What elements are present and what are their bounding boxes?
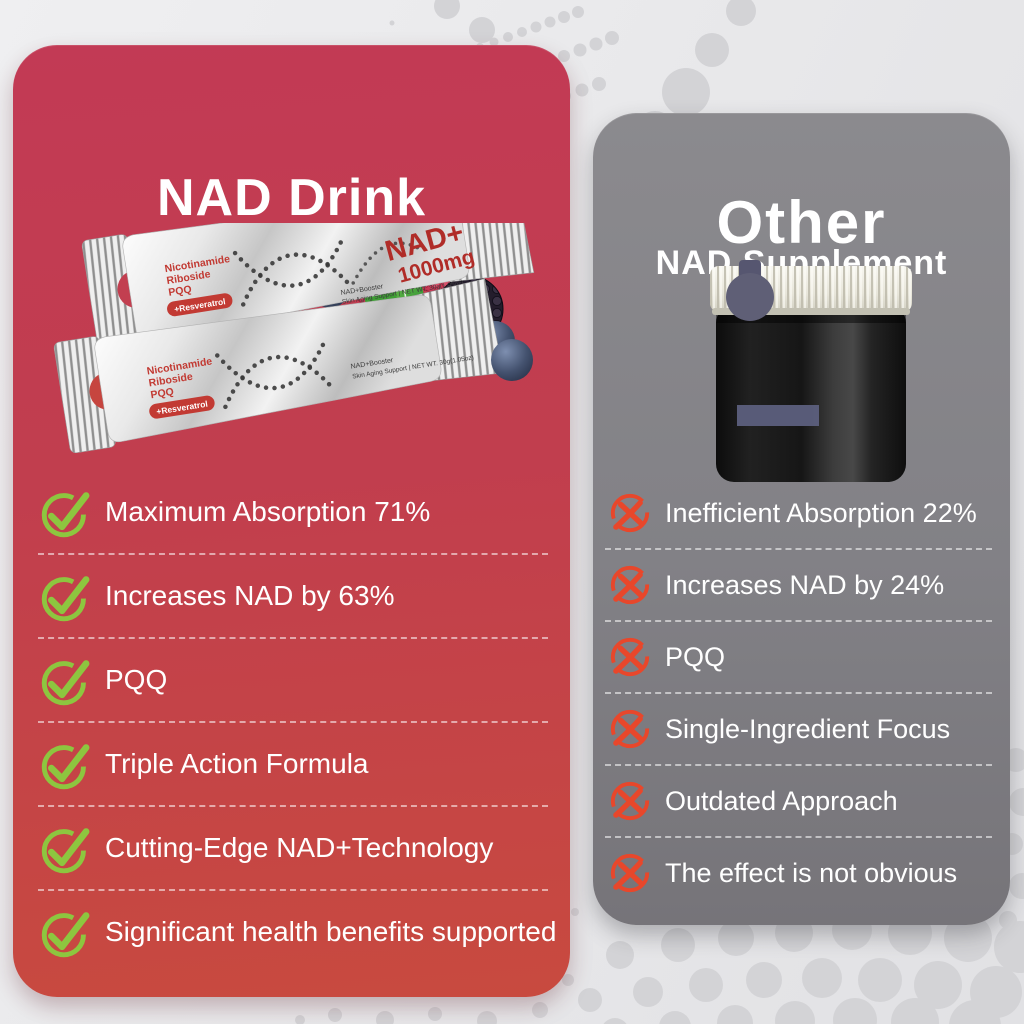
blueberry-front	[491, 339, 533, 381]
benefit-row: Cutting-Edge NAD+Technology	[38, 807, 548, 891]
other-supplement-panel: Other NAD Supplement	[593, 113, 1010, 925]
drawback-row: Increases NAD by 24%	[605, 550, 992, 622]
sachet-small-print-1: NAD+Booster	[340, 283, 384, 297]
benefit-text: Cutting-Edge NAD+Technology	[105, 832, 494, 863]
sachet-ingredient-line2: Riboside	[166, 268, 212, 287]
sachet2-resveratrol-badge: +Resveratrol	[156, 399, 209, 417]
sachet2-ingredient-line1: Nicotinamide	[146, 355, 213, 377]
jar-product-image	[710, 260, 912, 482]
benefit-text: Triple Action Formula	[105, 748, 369, 779]
right-panel-subtitle: NAD Supplement	[655, 244, 948, 282]
check-icon	[41, 743, 90, 789]
left-panel-title: NAD Drink	[156, 168, 427, 227]
sachet2-small-print-2: Skin Aging Support | NET WT. 30g(1.05oz)	[352, 354, 475, 380]
benefit-text: Maximum Absorption 71%	[105, 496, 431, 527]
benefit-text: PQQ	[105, 664, 168, 695]
cross-icon	[610, 493, 650, 533]
jar-label-band	[737, 405, 819, 426]
check-icon	[41, 827, 90, 873]
benefit-row: Triple Action Formula	[38, 723, 548, 807]
benefit-row: Significant health benefits supported	[38, 891, 556, 973]
benefit-row: Maximum Absorption 71%	[38, 471, 548, 555]
cross-icon	[610, 853, 650, 893]
nad-drink-panel: NAD Drink	[13, 45, 570, 997]
benefit-row: Increases NAD by 63%	[38, 555, 548, 639]
sachet-resveratrol-badge: +Resveratrol	[173, 296, 226, 314]
sachet2-ingredient-line2: Riboside	[148, 371, 194, 390]
check-icon	[41, 911, 90, 957]
drawback-text: PQQ	[665, 641, 726, 672]
sachet-ingredient-line1: Nicotinamide	[164, 253, 231, 275]
sachet-small-print-2: Skin Aging Support | NET WT. 30g(1.05oz)	[342, 280, 465, 306]
drawback-text: Inefficient Absorption 22%	[665, 497, 977, 528]
berries-cluster	[311, 229, 515, 361]
sachet-lower: Nicotinamide Riboside PQQ +Resveratrol N…	[53, 278, 504, 454]
benefit-row: PQQ	[38, 639, 548, 723]
drawbacks-list: Inefficient Absorption 22% Increases NAD…	[605, 478, 992, 908]
sachet-ingredient-line3: PQQ	[168, 283, 193, 299]
cross-icon	[610, 565, 650, 605]
sachet-upper: Nicotinamide Riboside PQQ +Resveratrol N…	[81, 223, 535, 352]
cross-icon	[610, 637, 650, 677]
drawback-row: Single-Ingredient Focus	[605, 694, 992, 766]
drawback-row: The effect is not obvious	[605, 838, 992, 908]
drawback-text: Increases NAD by 24%	[665, 569, 945, 600]
right-panel-title: Other	[716, 188, 887, 256]
sachet2-small-print-1: NAD+Booster	[350, 357, 394, 371]
check-icon	[41, 491, 90, 537]
benefit-text: Significant health benefits supported	[105, 916, 557, 947]
drawback-row: Inefficient Absorption 22%	[605, 478, 992, 550]
sachet-dose-label: 1000mg	[396, 245, 478, 287]
sachet-nad-label: NAD+	[382, 223, 467, 268]
check-icon	[41, 575, 90, 621]
drawback-text: Outdated Approach	[665, 785, 898, 816]
sachet-product-image: Nicotinamide Riboside PQQ +Resveratrol N…	[53, 223, 535, 454]
benefit-text: Increases NAD by 63%	[105, 580, 395, 611]
drawback-text: Single-Ingredient Focus	[665, 713, 951, 744]
benefits-list: Maximum Absorption 71% Increases NAD by …	[38, 471, 556, 973]
drawback-row: Outdated Approach	[605, 766, 992, 838]
drawback-text: The effect is not obvious	[665, 857, 958, 888]
cross-icon	[610, 709, 650, 749]
cross-icon	[610, 781, 650, 821]
drawback-row: PQQ	[605, 622, 992, 694]
check-icon	[41, 659, 90, 705]
sachet2-ingredient-line3: PQQ	[150, 386, 175, 402]
